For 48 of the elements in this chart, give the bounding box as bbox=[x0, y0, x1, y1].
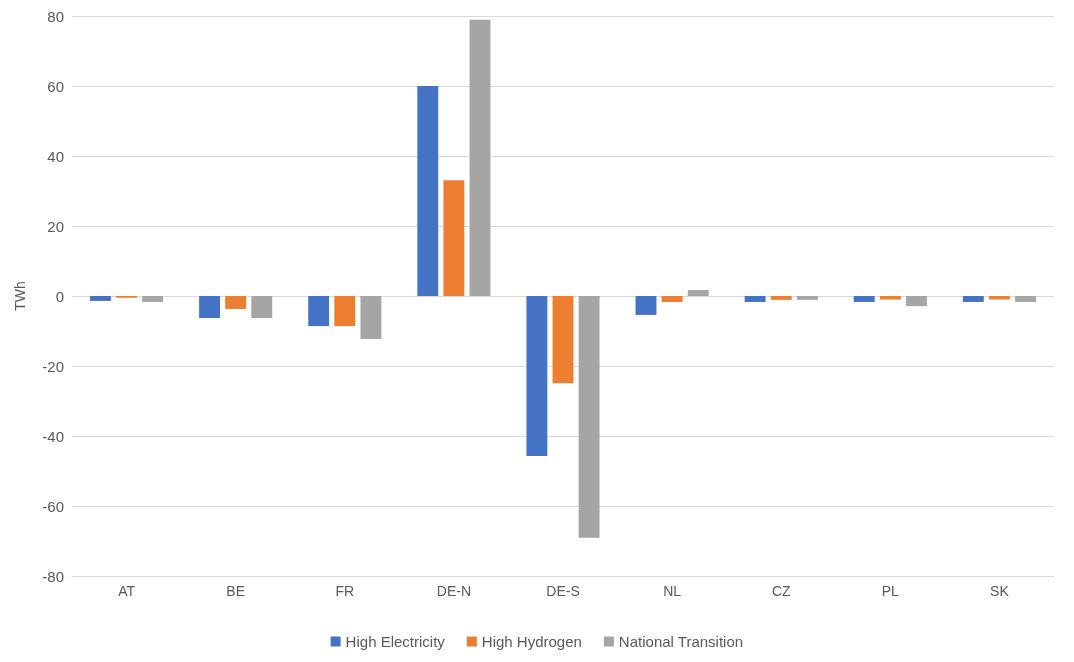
y-tick-label: 80 bbox=[47, 7, 64, 25]
bar bbox=[744, 296, 766, 302]
bar bbox=[142, 296, 164, 302]
bar bbox=[770, 296, 792, 300]
y-tick-label: 20 bbox=[47, 217, 64, 235]
bar bbox=[906, 296, 927, 307]
bar bbox=[417, 86, 439, 296]
bar bbox=[308, 296, 330, 327]
x-tick-label: DE-N bbox=[436, 583, 472, 599]
y-tick-label: -80 bbox=[42, 567, 64, 585]
bar bbox=[225, 296, 247, 309]
bar bbox=[251, 296, 273, 319]
x-tick-label: CZ bbox=[771, 583, 791, 599]
bar bbox=[526, 296, 548, 456]
bar bbox=[661, 296, 683, 302]
x-tick-label: DE-S bbox=[546, 583, 580, 599]
bar bbox=[989, 296, 1010, 300]
y-tick-label: -40 bbox=[42, 427, 64, 445]
bar bbox=[199, 296, 220, 319]
x-tick-label: PL bbox=[881, 583, 900, 599]
bar bbox=[635, 296, 657, 315]
bar bbox=[578, 296, 600, 538]
bar bbox=[796, 296, 818, 300]
x-tick-label: FR bbox=[335, 583, 355, 599]
bar bbox=[469, 19, 491, 296]
x-tick-label: NL bbox=[663, 583, 682, 599]
bar bbox=[443, 180, 465, 296]
x-tick-label: AT bbox=[118, 583, 136, 599]
bar bbox=[552, 296, 574, 384]
bar bbox=[334, 296, 356, 327]
bar bbox=[1015, 296, 1036, 302]
legend-label: High Electricity bbox=[345, 633, 446, 650]
y-tick-label: 40 bbox=[47, 147, 64, 165]
legend-label: National Transition bbox=[618, 633, 744, 650]
y-tick-label: -20 bbox=[42, 357, 64, 375]
y-tick-label: 60 bbox=[47, 77, 64, 95]
bar bbox=[360, 296, 382, 340]
y-tick-label: 0 bbox=[55, 287, 64, 305]
bar bbox=[687, 290, 709, 296]
x-tick-label: SK bbox=[990, 583, 1010, 599]
bar bbox=[90, 296, 111, 301]
x-tick-label: BE bbox=[226, 583, 246, 599]
bar bbox=[853, 296, 875, 302]
legend-label: High Hydrogen bbox=[481, 633, 582, 650]
y-tick-label: -60 bbox=[42, 497, 64, 515]
bar bbox=[962, 296, 984, 302]
y-axis-title: TWh bbox=[12, 281, 28, 311]
bar bbox=[879, 296, 901, 300]
